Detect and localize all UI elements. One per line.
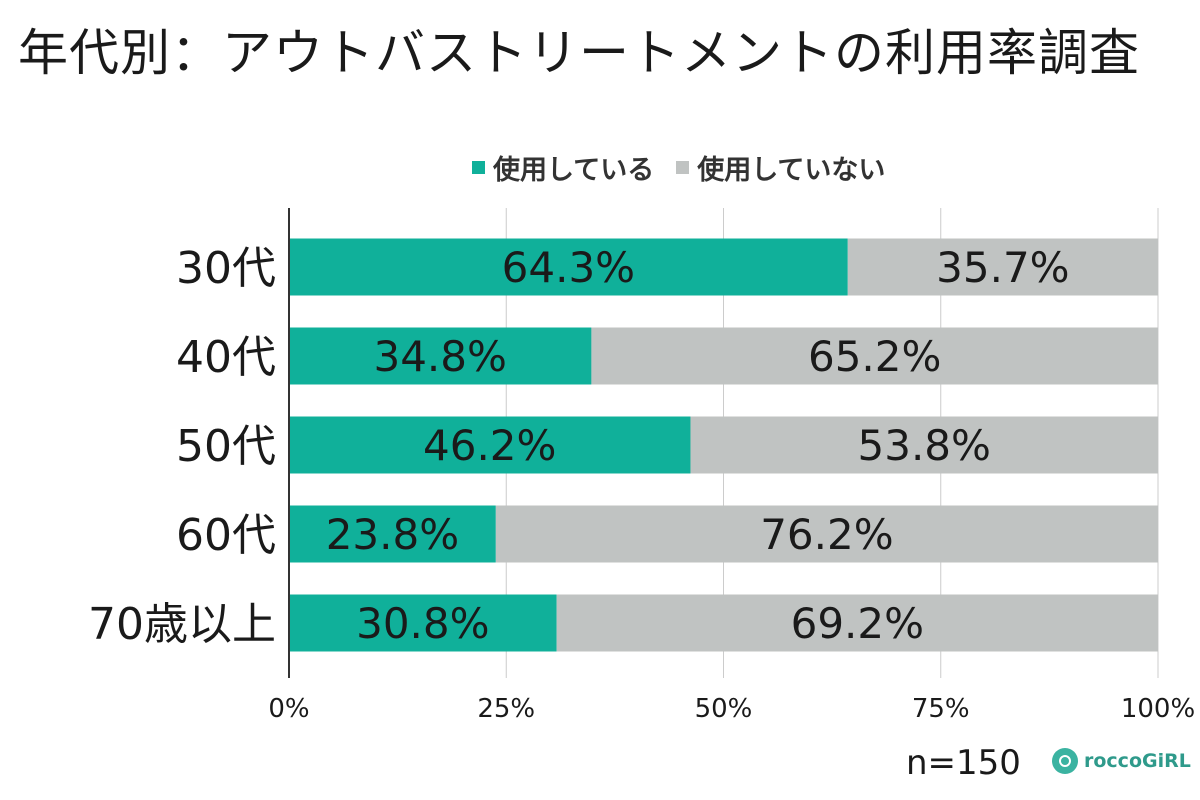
data-label: 34.8% (373, 332, 506, 381)
chart-legend: 使用している 使用していない (472, 148, 885, 187)
data-label: 76.2% (760, 510, 893, 559)
x-tick-label: 100% (1121, 694, 1195, 724)
legend-item-not-used: 使用していない (676, 148, 885, 187)
data-label: 64.3% (502, 243, 635, 292)
legend-item-used: 使用している (472, 148, 654, 187)
x-tick-label: 75% (912, 694, 970, 724)
data-label: 65.2% (808, 332, 941, 381)
legend-label-used: 使用している (493, 155, 655, 186)
legend-swatch-used (472, 161, 485, 174)
legend-swatch-not-used (676, 161, 690, 174)
bar-used (289, 416, 691, 474)
data-label: 53.8% (858, 421, 991, 470)
legend-label-not-used: 使用していない (697, 155, 886, 186)
category-label: 70歳以上 (88, 599, 276, 650)
x-tick-label: 50% (695, 694, 753, 724)
bar-not-used (495, 505, 1158, 563)
category-label: 50代 (176, 421, 276, 472)
data-label: 35.7% (936, 243, 1069, 292)
bar-not-used (847, 238, 1158, 296)
bar-not-used (690, 416, 1158, 474)
category-label: 30代 (176, 243, 276, 294)
brand-logo-icon (1052, 748, 1078, 774)
data-label: 46.2% (423, 421, 556, 470)
bar-not-used (556, 594, 1158, 652)
bar-used (289, 238, 848, 296)
bar-not-used (591, 327, 1158, 385)
category-label: 60代 (176, 510, 276, 561)
page-title: 年代別：アウトバストリートメントの利用率調査 (18, 24, 1140, 82)
data-label: 30.8% (356, 599, 489, 648)
x-tick-label: 25% (477, 694, 535, 724)
bar-used (289, 594, 557, 652)
data-label: 69.2% (791, 599, 924, 648)
bar-used (289, 505, 496, 563)
x-tick-label: 0% (268, 694, 309, 724)
category-label: 40代 (176, 332, 276, 383)
bar-used (289, 327, 592, 385)
brand-watermark: roccoGiRL (1052, 748, 1191, 774)
data-label: 23.8% (326, 510, 459, 559)
sample-size-label: n=150 (906, 743, 1021, 783)
brand-name: roccoGiRL (1084, 750, 1191, 772)
